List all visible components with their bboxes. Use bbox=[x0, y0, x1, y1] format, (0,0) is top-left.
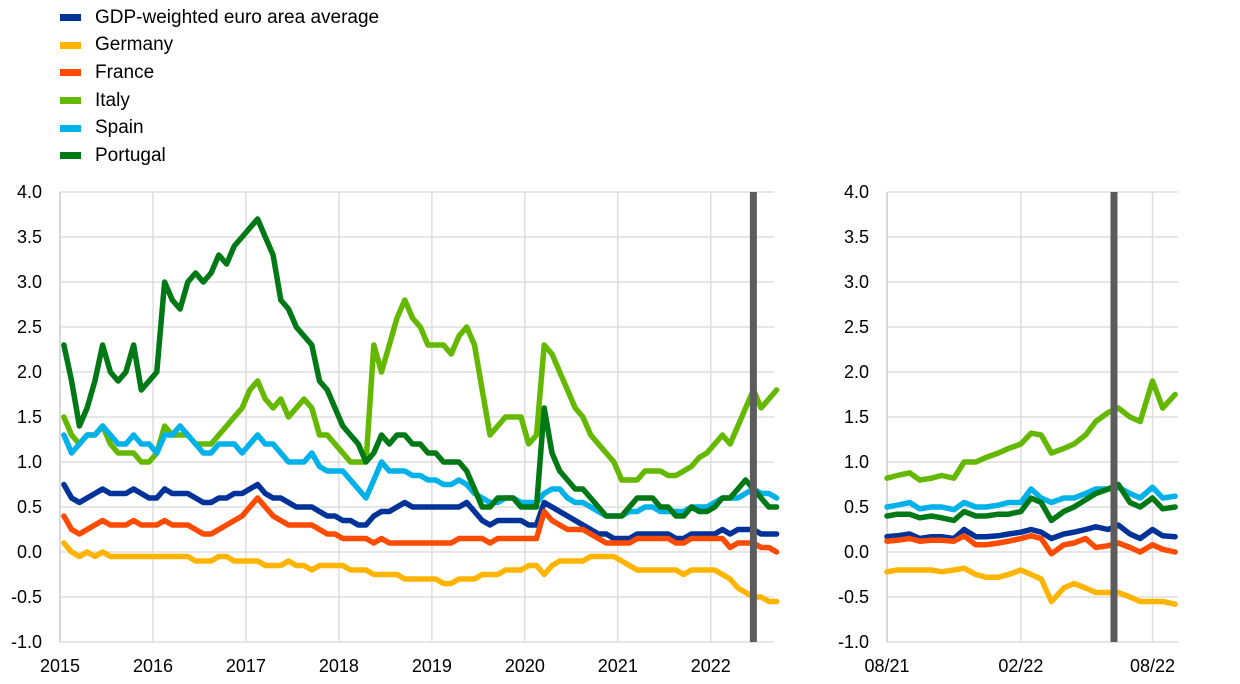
x-tick-label: 2015 bbox=[40, 656, 80, 676]
x-tick-label: 2021 bbox=[598, 656, 638, 676]
x-tick-label: 2022 bbox=[691, 656, 731, 676]
legend-swatch bbox=[60, 14, 81, 22]
series-line-france bbox=[61, 495, 780, 555]
x-tick-label: 08/21 bbox=[864, 656, 909, 676]
legend-label: GDP-weighted euro area average bbox=[95, 6, 380, 28]
series-line-france bbox=[884, 533, 1178, 557]
legend-label: Germany bbox=[95, 34, 174, 56]
series-line-italy bbox=[884, 378, 1178, 483]
series-line-portugal bbox=[61, 216, 780, 519]
legend-item: Portugal bbox=[60, 142, 379, 170]
series-line-italy bbox=[61, 297, 780, 483]
y-tick-label: -0.5 bbox=[11, 587, 42, 607]
y-tick-label: -1.0 bbox=[11, 632, 42, 652]
legend-label: Portugal bbox=[95, 144, 166, 166]
x-tick-label: 2019 bbox=[412, 656, 452, 676]
legend-item: Italy bbox=[60, 87, 379, 115]
y-tick-label: 1.5 bbox=[844, 407, 869, 427]
legend-swatch bbox=[60, 41, 81, 49]
y-tick-label: 1.0 bbox=[844, 452, 869, 472]
y-tick-label: 1.5 bbox=[17, 407, 42, 427]
main-panel: 4.0 3.5 3.0 2.5 2.0 1.5 1.0 0.5 0.0 -0.5 -1.0 2015 2… bbox=[11, 182, 780, 676]
y-tick-label: 0.0 bbox=[17, 542, 42, 562]
y-tick-label: 4.0 bbox=[17, 182, 42, 202]
x-tick-label: 2020 bbox=[505, 656, 545, 676]
y-tick-label: 3.5 bbox=[17, 227, 42, 247]
legend-swatch bbox=[60, 124, 81, 132]
x-tick-label: 02/22 bbox=[998, 656, 1043, 676]
series-line-germany bbox=[884, 565, 1178, 607]
series-line-gdp-weighted-euro-area-average bbox=[884, 522, 1178, 542]
y-tick-label: 3.0 bbox=[17, 272, 42, 292]
y-tick-label: 3.0 bbox=[844, 272, 869, 292]
series-line-portugal bbox=[884, 481, 1178, 524]
y-tick-label: 0.5 bbox=[844, 497, 869, 517]
series-line-germany bbox=[61, 540, 780, 605]
legend-item: Spain bbox=[60, 114, 379, 142]
x-tick-label: 2016 bbox=[133, 656, 173, 676]
y-tick-label: -1.0 bbox=[838, 632, 869, 652]
legend-swatch bbox=[60, 97, 81, 105]
y-tick-label: 2.5 bbox=[17, 317, 42, 337]
series-line-spain bbox=[61, 423, 780, 519]
x-tick-label: 08/22 bbox=[1130, 656, 1175, 676]
y-tick-label: 1.0 bbox=[17, 452, 42, 472]
y-tick-label: -0.5 bbox=[838, 587, 869, 607]
legend-item: France bbox=[60, 59, 379, 87]
y-tick-label: 0.5 bbox=[17, 497, 42, 517]
y-tick-label: 2.0 bbox=[844, 362, 869, 382]
legend-label: Italy bbox=[95, 89, 130, 111]
y-tick-label: 3.5 bbox=[844, 227, 869, 247]
x-tick-label: 2018 bbox=[319, 656, 359, 676]
y-tick-label: 4.0 bbox=[844, 182, 869, 202]
legend-item: Germany bbox=[60, 32, 379, 60]
y-tick-label: 0.0 bbox=[844, 542, 869, 562]
series-line-spain bbox=[884, 484, 1178, 513]
zoom-panel: 4.0 3.5 3.0 2.5 2.0 1.5 1.0 0.5 0.0 -0.5 -1.0 08/21… bbox=[838, 182, 1178, 676]
series-line-gdp-weighted-euro-area-average bbox=[61, 481, 780, 542]
y-tick-label: 2.5 bbox=[844, 317, 869, 337]
legend-label: Spain bbox=[95, 117, 144, 139]
legend-item: GDP-weighted euro area average bbox=[60, 4, 379, 32]
y-tick-label: 2.0 bbox=[17, 362, 42, 382]
legend-swatch bbox=[60, 152, 81, 160]
legend-swatch bbox=[60, 69, 81, 77]
x-tick-label: 2017 bbox=[226, 656, 266, 676]
legend-label: France bbox=[95, 61, 155, 83]
legend: GDP-weighted euro area average Germany Fra… bbox=[60, 4, 379, 170]
